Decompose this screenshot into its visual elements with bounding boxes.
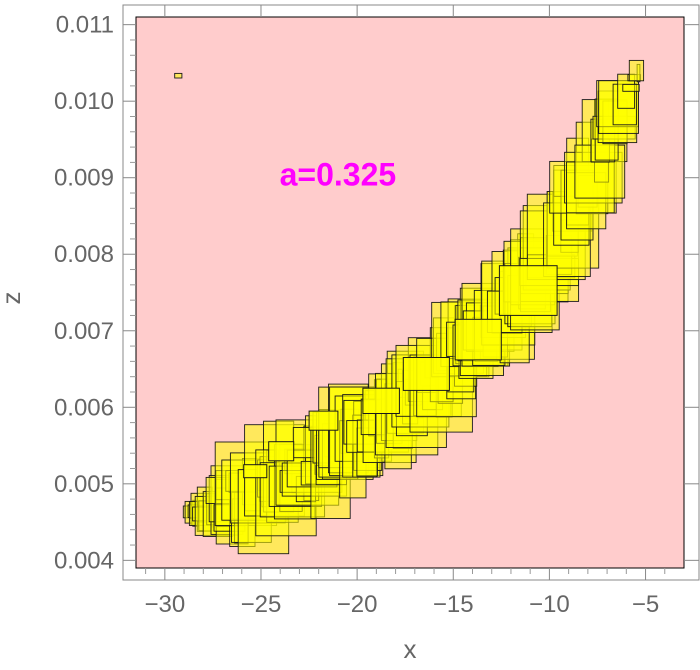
region-box-highlight [308,410,339,431]
x-tick-label: −25 [241,591,282,618]
y-tick-label: 0.008 [54,241,114,268]
y-axis-label: z [0,292,26,305]
y-tick-label: 0.007 [54,318,114,345]
x-axis-label: x [404,634,417,664]
x-tick-label: −10 [529,591,570,618]
region-box [174,72,183,79]
region-box-highlight [454,318,502,361]
region-box-highlight [362,387,400,415]
annotation-label: a=0.325 [280,156,397,192]
y-tick-label: 0.004 [54,547,114,574]
x-tick-label: −20 [337,591,378,618]
y-tick-label: 0.009 [54,165,114,192]
x-tick-label: −15 [433,591,474,618]
y-tick-label: 0.010 [54,88,114,115]
y-tick-label: 0.006 [54,394,114,421]
region-box-highlight [402,357,450,391]
y-tick-label: 0.011 [56,12,114,39]
region-box-highlight [243,464,268,479]
region-box [622,83,640,92]
region-layer [174,59,645,555]
region-box-highlight [498,265,558,316]
axis-layer: −30 −25 −20 −15 −10 −5 0.004 0.005 0.006 0.007 0.0… [54,5,699,618]
x-tick-label: −30 [144,591,185,618]
y-tick-label: 0.005 [54,471,114,498]
x-tick-label: −5 [632,591,659,618]
region-box [628,59,645,82]
region-box-highlight [268,441,295,462]
